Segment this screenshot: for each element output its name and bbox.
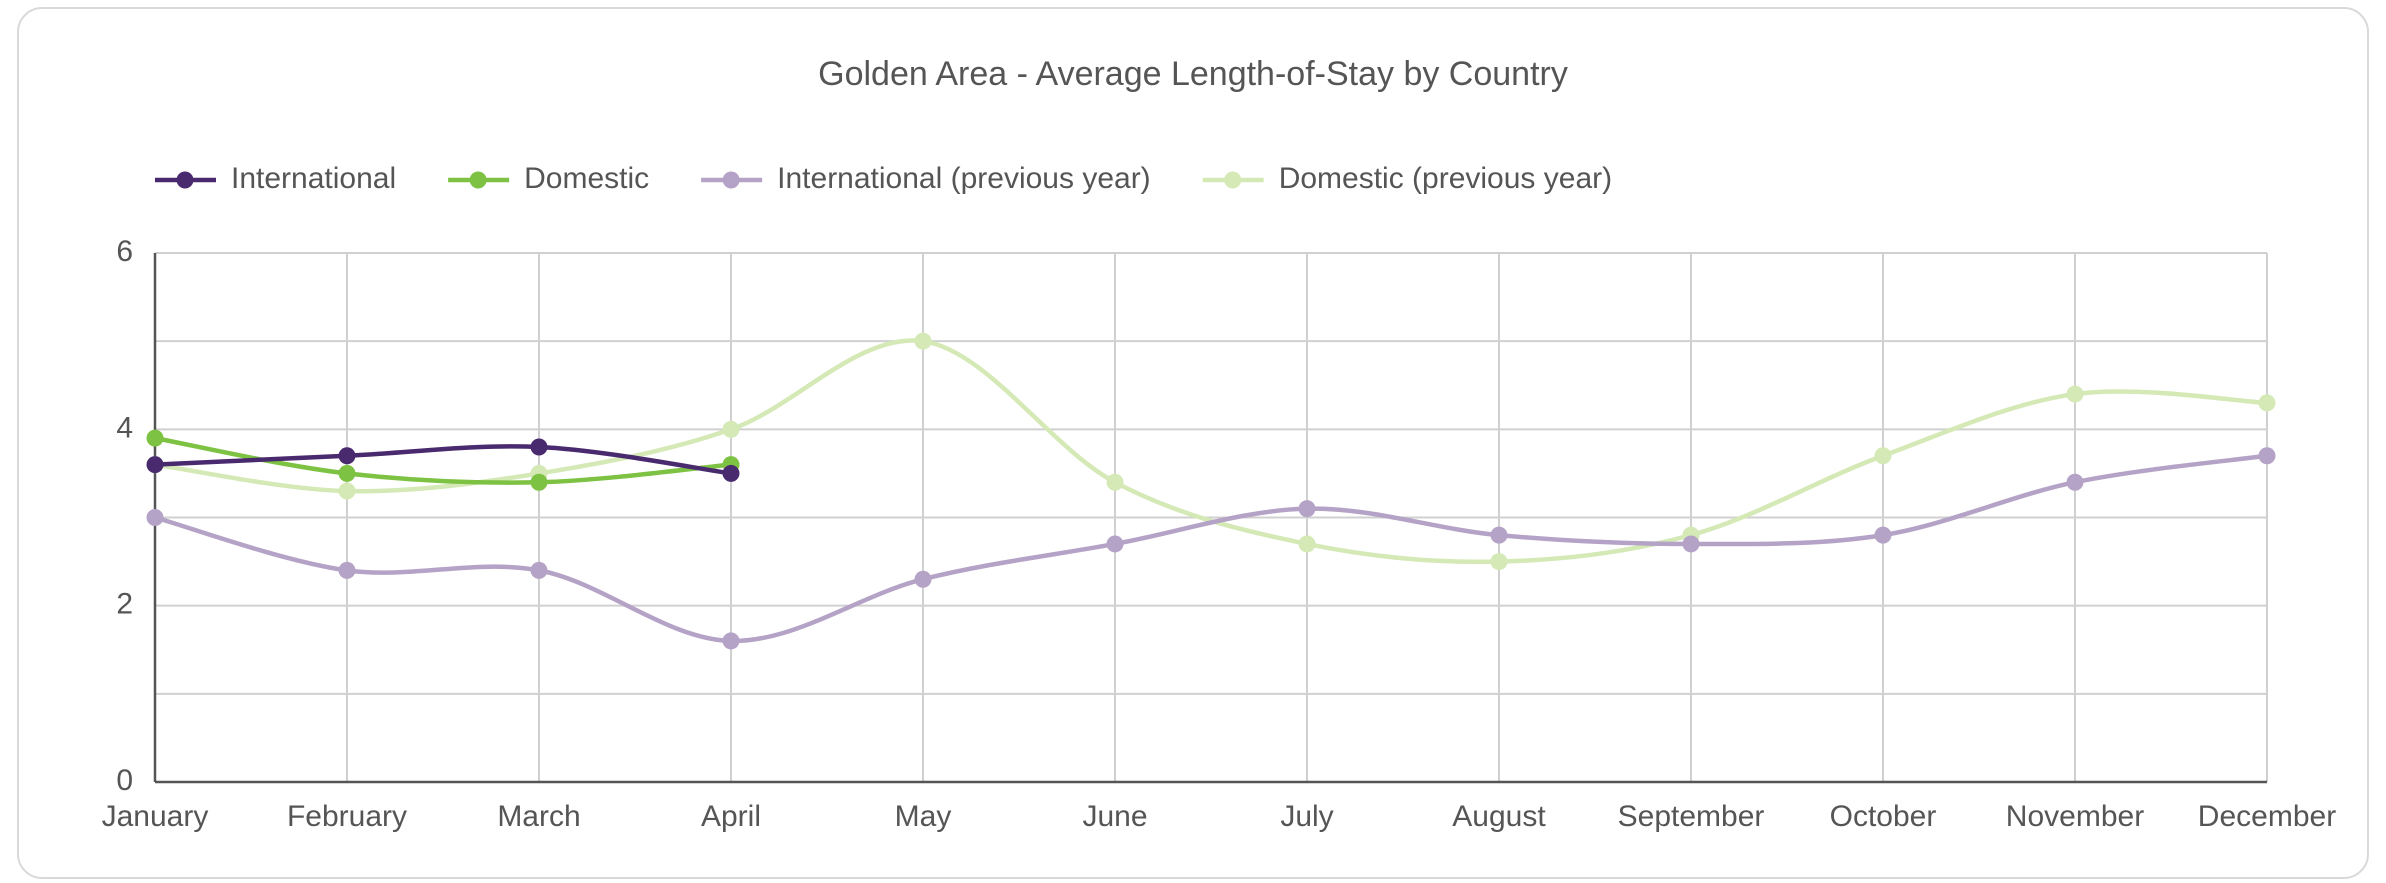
y-tick-label: 6: [116, 235, 133, 268]
card: [17, 7, 2369, 879]
legend-marker: [722, 171, 740, 189]
data-point: [530, 561, 548, 579]
x-tick-label: December: [2198, 800, 2336, 833]
data-point: [1298, 535, 1316, 553]
data-point: [914, 332, 932, 350]
data-point: [914, 570, 932, 588]
legend-label: International (previous year): [777, 162, 1151, 195]
data-point: [722, 464, 740, 482]
data-point: [1298, 500, 1316, 518]
x-tick-label: July: [1280, 800, 1333, 833]
data-point: [2066, 473, 2084, 491]
data-point: [722, 632, 740, 650]
x-tick-label: June: [1082, 800, 1147, 833]
x-tick-label: May: [895, 800, 952, 833]
x-tick-label: November: [2006, 800, 2144, 833]
y-tick-label: 2: [116, 588, 133, 621]
legend-marker: [176, 171, 194, 189]
x-tick-label: April: [701, 800, 761, 833]
legend-marker: [1224, 171, 1242, 189]
data-point: [1682, 535, 1700, 553]
x-tick-label: October: [1830, 800, 1937, 833]
data-point: [1106, 535, 1124, 553]
data-point: [2258, 394, 2276, 412]
series-line: [154, 453, 2268, 644]
legend-marker: [469, 171, 487, 189]
x-tick-label: September: [1618, 800, 1765, 833]
data-point: [146, 456, 164, 474]
data-point: [1874, 447, 1892, 465]
data-point: [1874, 526, 1892, 544]
data-point: [146, 509, 164, 526]
data-point: [338, 482, 356, 500]
x-tick-label: March: [497, 800, 580, 833]
data-point: [338, 561, 356, 579]
x-tick-label: August: [1452, 800, 1546, 833]
data-point: [1490, 553, 1508, 571]
series-line: [154, 444, 732, 476]
data-point: [1490, 526, 1508, 544]
legend-label: Domestic: [524, 162, 649, 195]
data-point: [530, 473, 548, 491]
chart-title: Golden Area - Average Length-of-Stay by …: [818, 55, 1568, 93]
data-point: [146, 429, 164, 447]
data-point: [338, 464, 356, 482]
data-point: [338, 447, 356, 465]
data-point: [2066, 385, 2084, 403]
data-point: [1106, 473, 1124, 491]
legend-label: Domestic (previous year): [1279, 162, 1612, 195]
data-point: [722, 420, 740, 438]
legend-label: International: [231, 162, 396, 195]
x-tick-label: February: [287, 800, 407, 833]
y-tick-label: 4: [116, 411, 133, 444]
x-tick-label: January: [102, 800, 209, 833]
data-point: [2258, 447, 2276, 465]
series-line: [154, 435, 732, 485]
data-point: [530, 438, 548, 456]
y-tick-label: 0: [116, 764, 133, 797]
